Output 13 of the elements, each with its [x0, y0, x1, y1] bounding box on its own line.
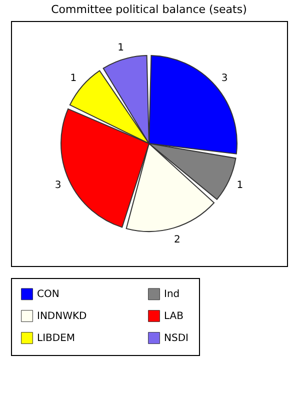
data-label: 3 [221, 73, 228, 84]
data-label: 1 [70, 73, 77, 84]
legend-label: NSDI [164, 333, 188, 344]
data-label: 1 [236, 180, 244, 192]
legend-label: LIBDEM [37, 333, 76, 344]
data-label: 2 [174, 234, 180, 246]
legend-label: Ind [164, 289, 180, 300]
legend-label: INDNWKD [37, 311, 88, 322]
legend-label: LAB [164, 311, 184, 322]
legend-label: CON [37, 289, 60, 300]
data-label: 3 [54, 180, 62, 192]
data-label: 1 [118, 42, 124, 54]
chart-title: Committee political balance (seats) [51, 3, 247, 16]
